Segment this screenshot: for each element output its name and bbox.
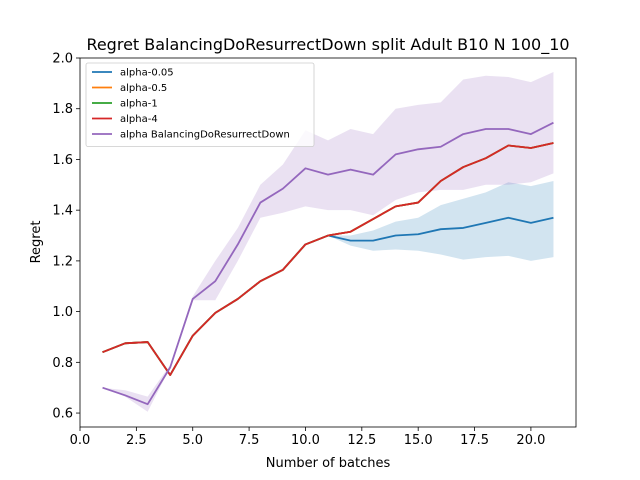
x-tick-label: 10.0 [291,433,320,448]
x-axis: 0.0 2.5 5.0 7.5 10.0 12.5 15.0 17.5 20.0 [70,427,545,448]
series-line [102,121,554,406]
y-tick-label: 1.4 [52,204,73,219]
confidence-bands [102,71,554,412]
x-tick-label: 5.0 [182,433,203,448]
y-tick-label: 1.0 [52,305,73,320]
y-tick-label: 1.2 [52,254,73,269]
y-tick-label: 1.8 [52,102,73,117]
x-tick-label: 15.0 [404,433,433,448]
series-line [102,142,554,376]
x-tick-label: 17.5 [460,433,489,448]
legend-frame [85,62,315,147]
legend-entry: alpha-1 [120,99,158,110]
y-tick-label: 0.6 [52,407,73,422]
confidence-band [328,181,554,261]
y-axis-label: Regret [29,221,44,264]
x-tick-label: 20.0 [516,433,545,448]
x-tick-label: 0.0 [70,433,91,448]
y-tick-label: 0.8 [52,356,73,371]
x-tick-label: 2.5 [126,433,147,448]
y-tick-label: 2.0 [52,52,73,67]
x-axis-label: Number of batches [266,456,391,471]
series-lines [102,121,554,406]
legend-entry: alpha-0.05 [120,68,174,79]
y-tick-label: 1.6 [52,153,73,168]
legend-entry: alpha-4 [120,114,158,125]
plot-frame [79,57,577,428]
x-tick-label: 12.5 [347,433,376,448]
legend-entry: alpha-0.5 [120,83,167,94]
confidence-band [102,71,554,412]
x-tick-label: 7.5 [239,433,260,448]
chart-title: Regret BalancingDoResurrectDown split Ad… [86,35,569,55]
legend: alpha-0.05 alpha-0.5 alpha-1 alpha-4 alpha B… [85,62,315,147]
legend-entry: alpha BalancingDoResurrectDown [120,130,290,141]
y-axis: 0.6 0.8 1.0 1.2 1.4 1.6 1.8 2.0 [52,52,80,422]
